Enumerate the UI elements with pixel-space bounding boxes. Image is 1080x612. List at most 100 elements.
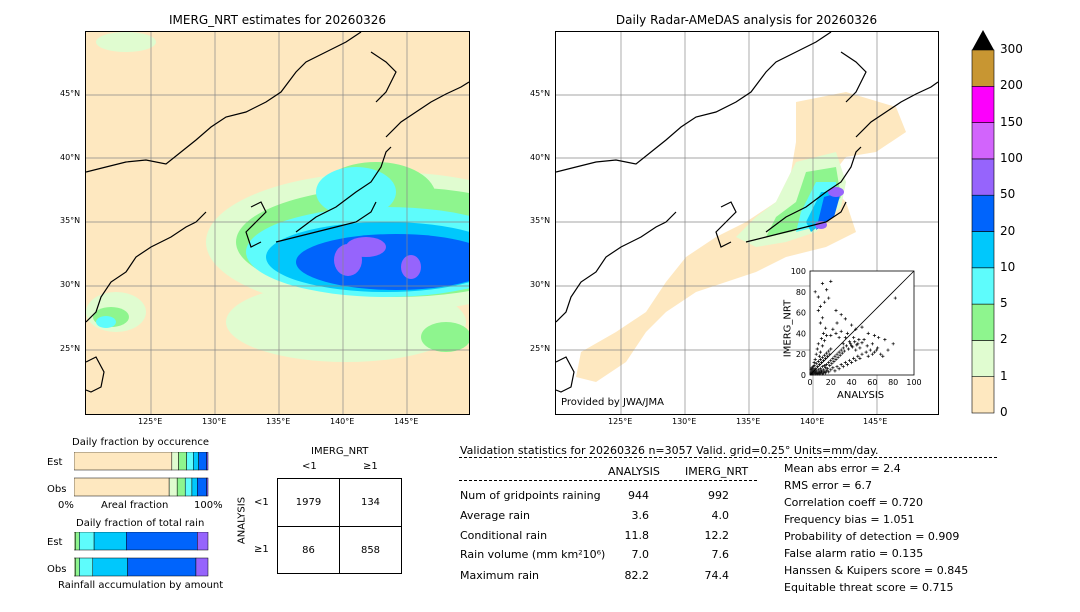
occurrence-est-label: Est	[47, 457, 63, 468]
occurrence-bar-segment	[186, 452, 194, 471]
scatter-point	[832, 359, 836, 364]
right-coastline	[556, 32, 938, 393]
scatter-xtick: 60	[867, 378, 877, 387]
scatter-point	[835, 321, 839, 325]
scatter-point	[819, 337, 824, 341]
stat-imerg: 4.0	[711, 509, 730, 522]
left-map-panel	[85, 31, 470, 415]
scatter-point	[850, 360, 854, 365]
scatter-point	[818, 350, 822, 354]
col-imerg-header: IMERG_NRT	[685, 465, 749, 478]
scatter-point	[839, 329, 843, 333]
contingency-cell-01: 134	[360, 497, 381, 508]
scatter-point	[822, 339, 827, 343]
scatter-point	[872, 333, 877, 338]
scatter-point	[813, 357, 817, 361]
colorbar-segment	[971, 303, 995, 341]
scatter-point	[820, 365, 825, 369]
scatter-point	[829, 279, 833, 283]
col-analysis-header: ANALYSIS	[608, 465, 660, 478]
scatter-point	[841, 365, 845, 369]
scatter-point	[893, 296, 897, 300]
contingency-col-ge1: ≥1	[363, 461, 378, 472]
right-lat-45: 45°N	[530, 89, 551, 98]
stat-row: Average rain	[460, 509, 530, 522]
right-coverage-field	[576, 92, 906, 382]
scatter-point	[857, 338, 861, 342]
scatter-point	[818, 357, 822, 361]
occurrence-xlabel: Areal fraction	[101, 500, 169, 511]
stat-imerg: 74.4	[704, 569, 730, 582]
scatter-point	[815, 347, 819, 351]
scatter-point	[820, 344, 825, 348]
right-lat-40: 40°N	[530, 153, 551, 162]
right-lat-30: 30°N	[530, 280, 551, 289]
colorbar-segment	[971, 231, 995, 269]
totalrain-bar-segment	[75, 532, 80, 551]
occurrence-bar-segment	[193, 452, 199, 471]
stat-label: Maximum rain	[460, 569, 539, 582]
scatter-point	[825, 333, 829, 338]
colorbar-segment	[971, 158, 995, 196]
left-lon-140: 140°E	[330, 417, 355, 426]
scatter-point	[852, 356, 856, 360]
scatter-point	[847, 340, 852, 344]
scatter-point	[812, 364, 816, 368]
scatter-point	[812, 368, 816, 372]
totalrain-bar-segment	[79, 557, 94, 577]
occurrence-bar-segment	[74, 477, 170, 497]
inset-scatter-svg: 0 20 40 60 80 100 0 20 40 60 80 100	[791, 267, 922, 387]
scatter-point	[825, 288, 829, 292]
scatter-point	[865, 344, 869, 348]
colorbar-level-label: 0	[1000, 405, 1008, 419]
scatter-point	[842, 349, 846, 353]
stat-label: Average rain	[460, 509, 530, 522]
scatter-point	[818, 304, 822, 308]
scatter-point	[835, 352, 839, 356]
scatter-ytick: 20	[796, 350, 806, 359]
scatter-point	[828, 364, 832, 368]
scatter-point	[831, 366, 835, 370]
totalrain-bar-segment	[127, 557, 197, 577]
scatter-point	[822, 300, 827, 304]
scatter-point	[843, 317, 847, 321]
scatter-point	[839, 348, 843, 352]
left-rain-field	[86, 32, 469, 362]
scatter-point	[866, 354, 870, 358]
left-lon-135: 135°E	[266, 417, 291, 426]
scatter-point	[816, 295, 820, 299]
scatter-point	[824, 356, 828, 360]
occurrence-bar-segment	[171, 452, 179, 471]
colorbar-segment	[971, 85, 995, 123]
right-map-title: Daily Radar-AMeDAS analysis for 20260326	[615, 13, 878, 27]
scatter-point	[819, 360, 824, 365]
colorbar-level-label: 300	[1000, 42, 1023, 56]
right-lon-130: 130°E	[672, 417, 697, 426]
scatter-point	[843, 360, 847, 365]
scatter-point	[874, 348, 879, 352]
occurrence-bar-segment	[184, 477, 193, 497]
scatter-point	[856, 354, 860, 358]
stat-imerg: 12.2	[704, 529, 730, 542]
scatter-point	[825, 351, 829, 355]
scatter-point	[817, 354, 821, 358]
scatter-ytick: 40	[796, 329, 806, 338]
scatter-point	[812, 360, 816, 365]
stat-imerg: 7.6	[711, 548, 730, 561]
colorbar-level-label: 20	[1000, 223, 1016, 238]
scatter-point	[854, 327, 858, 331]
totalrain-est-label: Est	[47, 537, 63, 548]
scatter-xtick: 0	[807, 378, 812, 387]
scatter-point	[814, 352, 818, 356]
colorbar-level-label: 150	[1000, 114, 1023, 129]
colorbar-segment	[971, 267, 995, 305]
scatter-point	[827, 370, 831, 374]
scatter-xtick: 20	[826, 378, 836, 387]
scatter-point	[891, 342, 895, 346]
right-map-svg	[556, 32, 938, 414]
scatter-point	[826, 367, 830, 371]
scatter-point	[822, 353, 827, 357]
score-corr: Correlation coeff = 0.720	[784, 496, 923, 509]
totalrain-bar-segment	[126, 532, 198, 551]
scatter-point	[821, 331, 826, 335]
